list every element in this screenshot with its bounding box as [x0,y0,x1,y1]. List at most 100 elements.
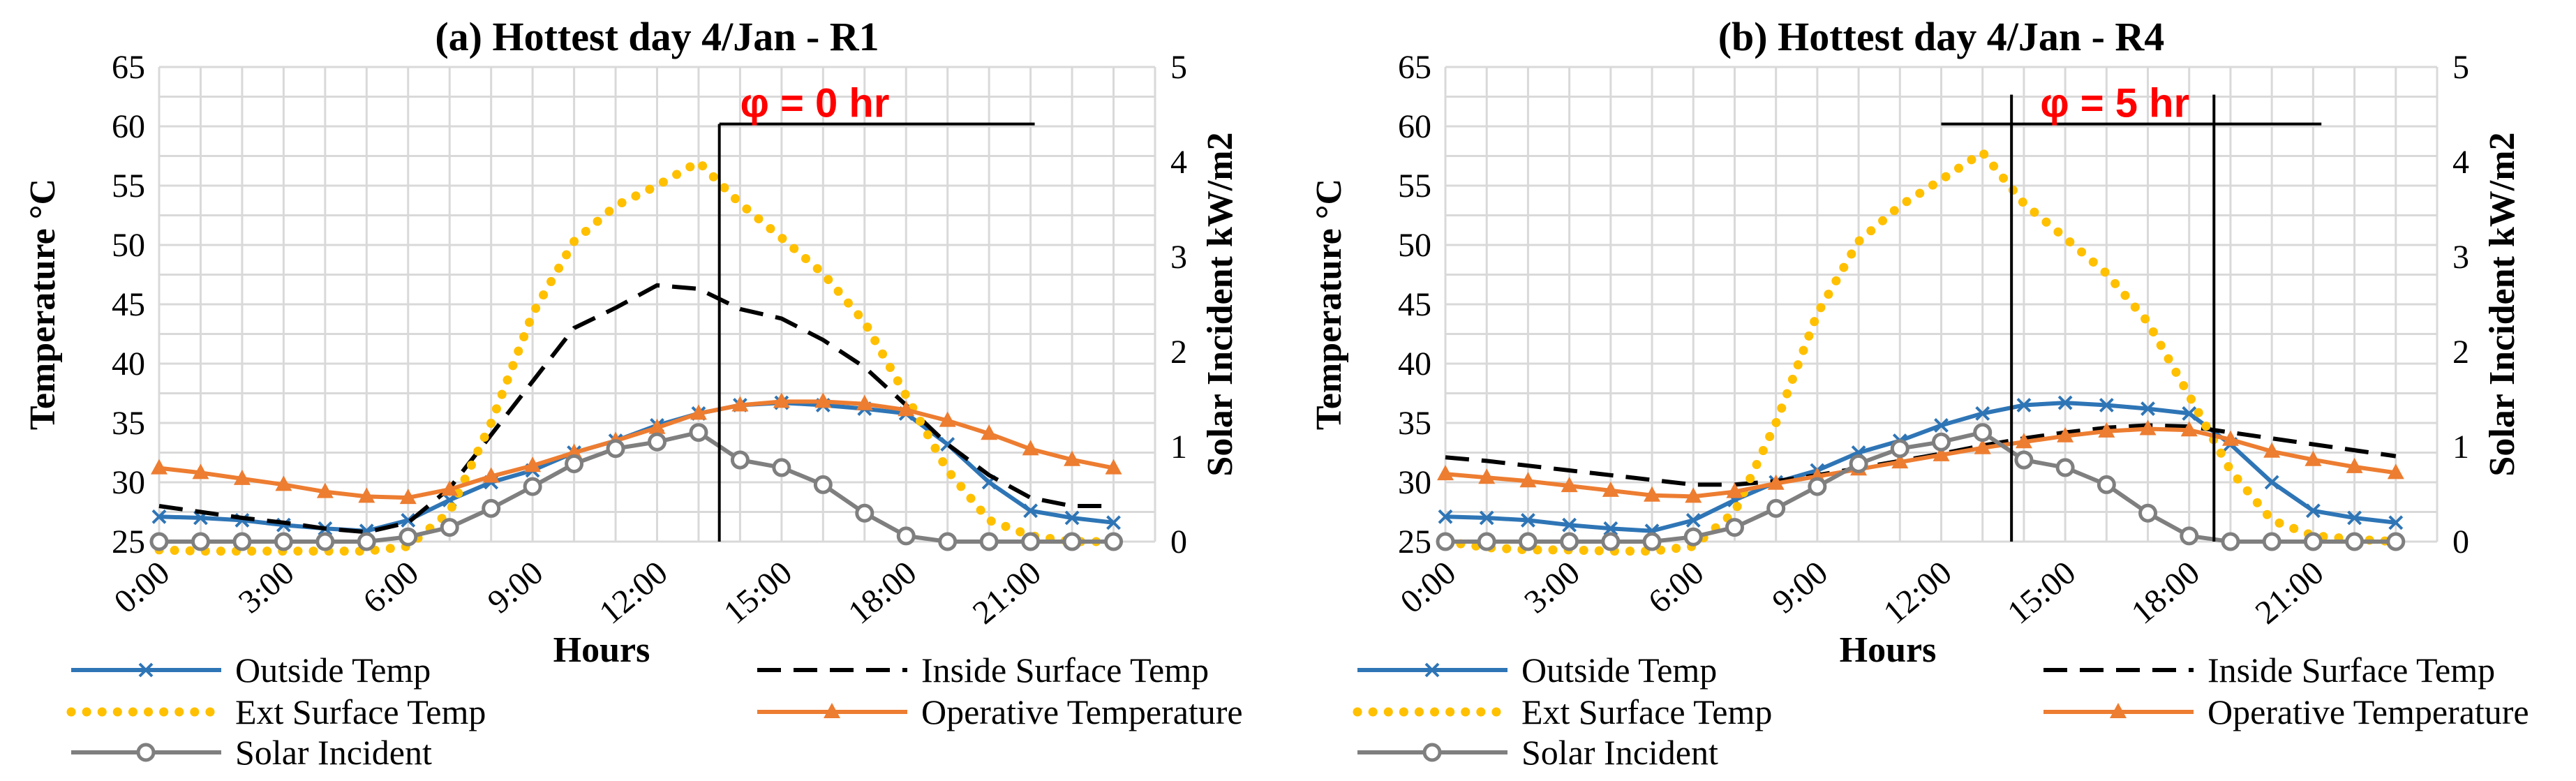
data-point [896,526,916,546]
data-point [813,475,833,494]
x-tick-label: 0:00 [1394,554,1463,620]
data-point [1562,517,1577,533]
data-point [2264,475,2279,490]
data-point [1685,512,1701,528]
data-point [1642,532,1662,551]
data-point [315,532,335,551]
data-point [482,467,500,483]
chart-title: (b) Hottest day 4/Jan - R4 [1718,14,2165,59]
data-point [648,432,667,452]
data-point [1725,518,1744,537]
data-point [1437,465,1454,481]
data-point [1891,453,1909,469]
data-point [772,458,791,477]
x-tick-label: 9:00 [481,554,550,620]
legend-marker [136,743,156,762]
y2-tick-label: 1 [1170,429,1187,466]
data-point [856,394,873,410]
data-point [606,439,625,459]
x-tick-label: 0:00 [107,554,177,620]
data-point [1601,532,1621,551]
x-tick-label: 18:00 [2124,554,2207,632]
y-tick-label: 25 [112,523,145,560]
data-point [1602,481,1619,497]
data-point [1521,512,1535,528]
series-line-operative-temperature [158,399,1115,500]
data-point [1934,417,1949,433]
series-line-ext-surface-temp [1440,147,2401,556]
data-point [1518,532,1538,551]
x-tick-label: 18:00 [841,554,923,632]
data-point [151,509,167,524]
data-point [1973,423,1993,442]
data-point [979,532,999,551]
series-line-inside-surface-temp [158,283,1114,535]
legend-marker [824,703,840,718]
y-tick-label: 40 [112,345,145,382]
data-point [2055,458,2075,477]
y-tick-label: 45 [112,286,145,323]
y2-axis-label: Solar Incident kW/m2 [2482,132,2522,476]
data-point [690,404,707,420]
data-point [2347,510,2362,526]
y-tick-label: 30 [112,464,145,501]
x-tick-label: 3:00 [232,554,301,620]
x-tick-label: 12:00 [1877,554,1959,632]
data-point [232,532,252,551]
legend-entry: Inside Surface Temp [921,650,1209,690]
data-point [1766,498,1786,518]
y2-tick-label: 4 [2452,144,2469,181]
data-point [1477,532,1496,551]
data-point [773,392,790,408]
x-axis-label: Hours [553,630,650,670]
data-point [2098,422,2115,438]
legend-entry: Inside Surface Temp [2208,650,2495,690]
data-point [1603,521,1618,536]
data-point [1849,454,1868,473]
y-tick-label: 65 [112,49,145,86]
data-point [730,450,750,470]
data-point [1104,532,1124,551]
y-tick-label: 55 [112,168,145,204]
data-point [1022,440,1039,456]
data-point [2262,532,2281,551]
data-point [939,411,956,427]
x-tick-label: 3:00 [1517,554,1586,620]
data-point [1105,459,1122,475]
data-point [1726,482,1743,498]
data-point [1021,532,1041,551]
data-point [2263,442,2281,458]
data-point [2303,532,2323,551]
data-point [1767,474,1785,490]
legend-entry: Solar Incident [1521,733,1718,772]
data-point [2016,398,2032,412]
legend-entry: Outside Temp [1521,650,1717,690]
y2-axis-label: Solar Incident kW/m2 [1200,132,1240,476]
data-point [2221,430,2239,446]
y2-tick-label: 2 [2452,334,2469,371]
data-point [1975,406,1990,421]
series-line-ext-surface-temp [154,157,1118,556]
y-tick-label: 35 [112,405,145,442]
data-point [1932,432,1951,452]
data-point [233,469,251,485]
x-tick-label: 21:00 [966,554,1048,632]
data-point [440,518,459,537]
y2-tick-label: 4 [1170,144,1187,181]
data-point [1106,515,1121,530]
data-point [2346,457,2363,473]
data-point [1808,477,1827,496]
data-point [316,482,334,498]
data-point [1436,532,1455,551]
data-point [2057,426,2074,442]
y-tick-label: 25 [1398,523,1431,560]
data-point [898,401,915,417]
y2-tick-label: 2 [1170,334,1187,371]
data-point [2388,515,2404,530]
y2-tick-label: 3 [2452,239,2469,276]
data-point [1685,487,1702,503]
data-point [523,477,542,496]
y2-tick-label: 1 [2452,429,2469,466]
